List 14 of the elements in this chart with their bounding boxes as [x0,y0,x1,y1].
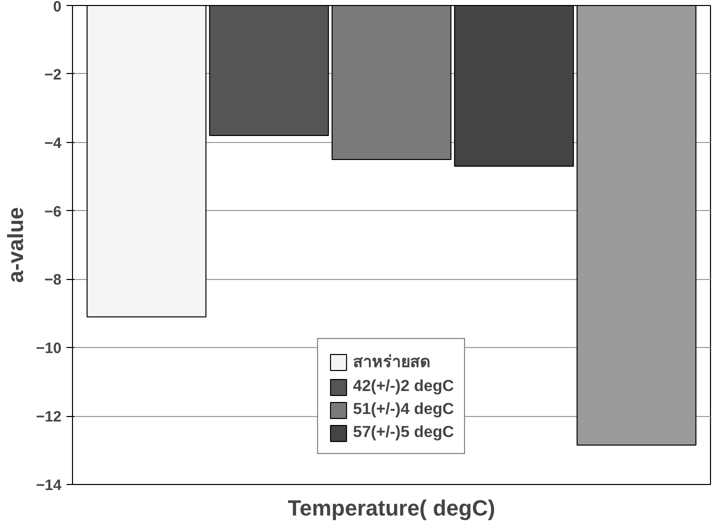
y-tick-label: −10 [36,340,62,358]
y-axis-title: a-value [3,207,28,283]
x-axis-title: Temperature( degC) [288,496,496,520]
y-tick-label: −12 [36,408,62,426]
y-tick-label: 0 [53,0,62,16]
y-tick-label: −8 [44,272,62,289]
legend-label: 51(+/-)4 degC [353,401,454,419]
legend-label: 42(+/-)2 degC [353,378,454,396]
y-tick-label: −4 [44,134,62,152]
y-tick-label: −2 [44,66,62,84]
legend-label: 57(+/-)5 degC [353,424,454,442]
y-tick-label: −6 [44,203,62,220]
legend-label: สาหร่ายสด [353,353,430,373]
y-tick-label: −14 [36,477,62,494]
